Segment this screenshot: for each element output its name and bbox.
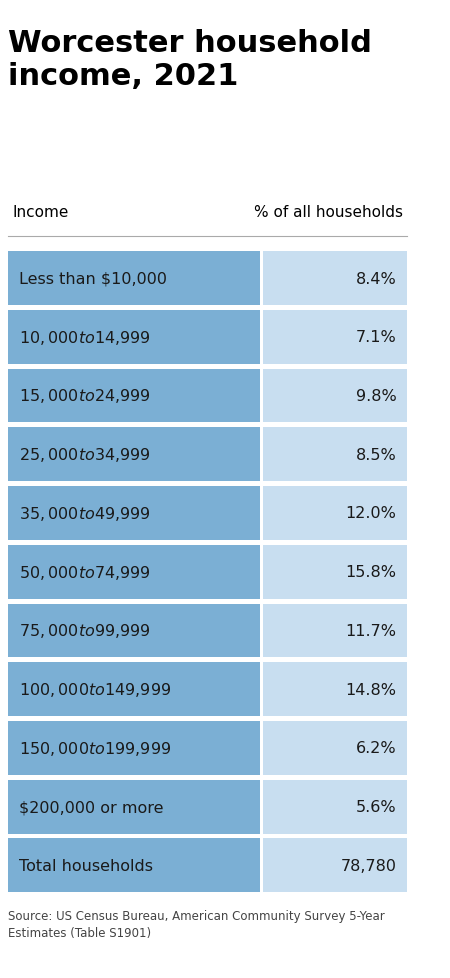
Text: Less than $10,000: Less than $10,000 — [19, 271, 166, 287]
Text: $75,000 to $99,999: $75,000 to $99,999 — [19, 622, 151, 640]
Bar — [262, 370, 407, 423]
Bar — [8, 252, 261, 306]
Bar — [8, 604, 261, 658]
Bar — [8, 780, 261, 833]
Bar — [8, 722, 261, 776]
Text: 11.7%: 11.7% — [345, 623, 396, 639]
Text: 14.8%: 14.8% — [345, 682, 396, 697]
Bar — [8, 839, 261, 892]
Bar — [262, 780, 407, 833]
Text: $200,000 or more: $200,000 or more — [19, 799, 163, 815]
Text: 7.1%: 7.1% — [356, 330, 396, 345]
Text: Income: Income — [13, 204, 69, 219]
Text: 15.8%: 15.8% — [345, 564, 396, 580]
Bar — [262, 428, 407, 482]
Text: 5.6%: 5.6% — [356, 799, 396, 815]
Bar — [262, 252, 407, 306]
Text: Source: US Census Bureau, American Community Survey 5-Year
Estimates (Table S190: Source: US Census Bureau, American Commu… — [8, 910, 385, 940]
Bar — [8, 487, 261, 541]
Text: $150,000 to $199,999: $150,000 to $199,999 — [19, 739, 171, 757]
Text: $100,000 to $149,999: $100,000 to $149,999 — [19, 681, 171, 698]
Text: % of all households: % of all households — [253, 204, 403, 219]
Bar — [8, 546, 261, 599]
Bar — [8, 311, 261, 365]
Bar — [262, 311, 407, 365]
Bar — [262, 839, 407, 892]
Bar — [262, 604, 407, 658]
Text: $50,000 to $74,999: $50,000 to $74,999 — [19, 563, 151, 581]
Bar — [262, 546, 407, 599]
Text: $25,000 to $34,999: $25,000 to $34,999 — [19, 446, 151, 464]
Text: 8.4%: 8.4% — [356, 271, 396, 287]
Text: 9.8%: 9.8% — [356, 388, 396, 404]
Text: 6.2%: 6.2% — [356, 740, 396, 756]
Bar — [8, 663, 261, 716]
Bar — [262, 663, 407, 716]
Bar — [8, 428, 261, 482]
Text: 12.0%: 12.0% — [346, 506, 396, 521]
Text: 8.5%: 8.5% — [356, 447, 396, 463]
Text: Total households: Total households — [19, 858, 153, 873]
Bar — [8, 370, 261, 423]
Text: Worcester household
income, 2021: Worcester household income, 2021 — [8, 29, 372, 91]
Text: $10,000 to $14,999: $10,000 to $14,999 — [19, 329, 151, 346]
Bar — [262, 487, 407, 541]
Bar — [262, 722, 407, 776]
Text: $15,000 to $24,999: $15,000 to $24,999 — [19, 387, 151, 405]
Text: 78,780: 78,780 — [340, 858, 396, 873]
Text: $35,000 to $49,999: $35,000 to $49,999 — [19, 505, 151, 522]
